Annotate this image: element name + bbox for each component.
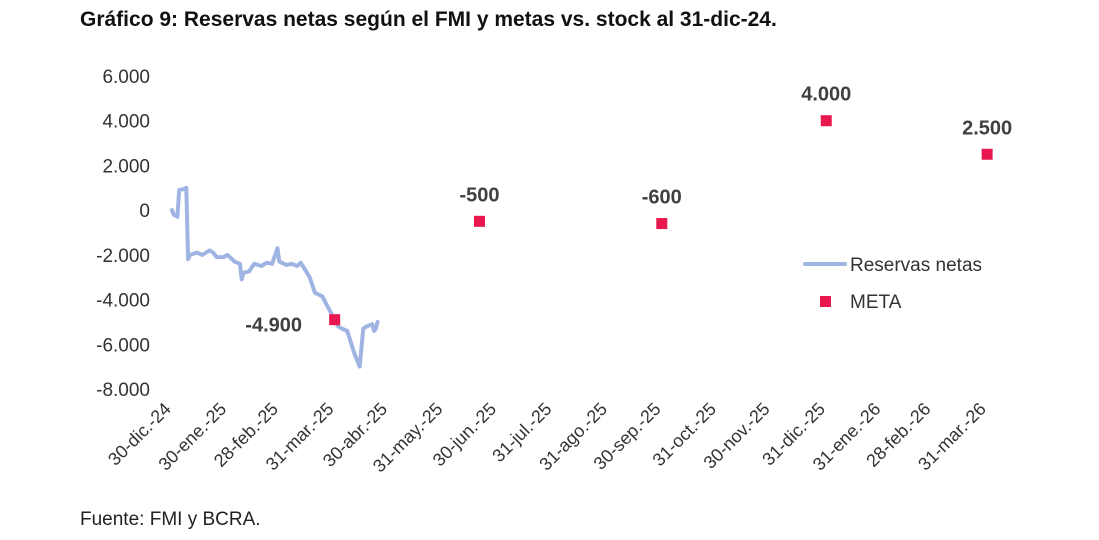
meta-data-label: 2.500 xyxy=(962,117,1012,139)
chart-title: Gráfico 9: Reservas netas según el FMI y… xyxy=(80,8,777,31)
x-axis-ticks: 30-dic.-2430-ene.-2528-feb.-2531-mar.-25… xyxy=(104,399,990,477)
y-tick-label: -2.000 xyxy=(96,246,150,267)
legend-label-reservas: Reservas netas xyxy=(850,255,982,276)
source-note: Fuente: FMI y BCRA. xyxy=(80,509,261,530)
y-tick-label: 0 xyxy=(139,201,150,222)
meta-marker xyxy=(473,215,485,227)
series-reservas-netas xyxy=(170,185,380,369)
meta-marker xyxy=(656,218,668,230)
meta-marker xyxy=(820,115,832,127)
legend-label-meta: META xyxy=(850,292,902,313)
meta-data-label: 4.000 xyxy=(801,84,851,106)
series-meta: -4.900 -500 -600 4.000 2.500 xyxy=(245,84,1012,337)
y-tick-label: 2.000 xyxy=(102,156,150,177)
legend-meta-swatch xyxy=(820,296,831,307)
y-tick-label: 4.000 xyxy=(102,112,150,133)
y-tick-label: -8.000 xyxy=(96,380,150,401)
y-tick-label: 6.000 xyxy=(102,67,150,88)
series-line-path xyxy=(170,185,380,369)
y-tick-label: -4.000 xyxy=(96,291,150,312)
y-tick-label: -6.000 xyxy=(96,335,150,356)
y-axis-ticks: 6.000 4.000 2.000 0 -2.000 -4.000 -6.000 -8.000 xyxy=(96,67,150,401)
meta-data-label: -600 xyxy=(642,187,682,209)
meta-data-label: -4.900 xyxy=(245,315,302,337)
meta-marker xyxy=(981,148,993,160)
legend: Reservas netas META xyxy=(803,255,982,313)
meta-data-label: -500 xyxy=(459,184,499,206)
meta-marker xyxy=(329,314,341,326)
